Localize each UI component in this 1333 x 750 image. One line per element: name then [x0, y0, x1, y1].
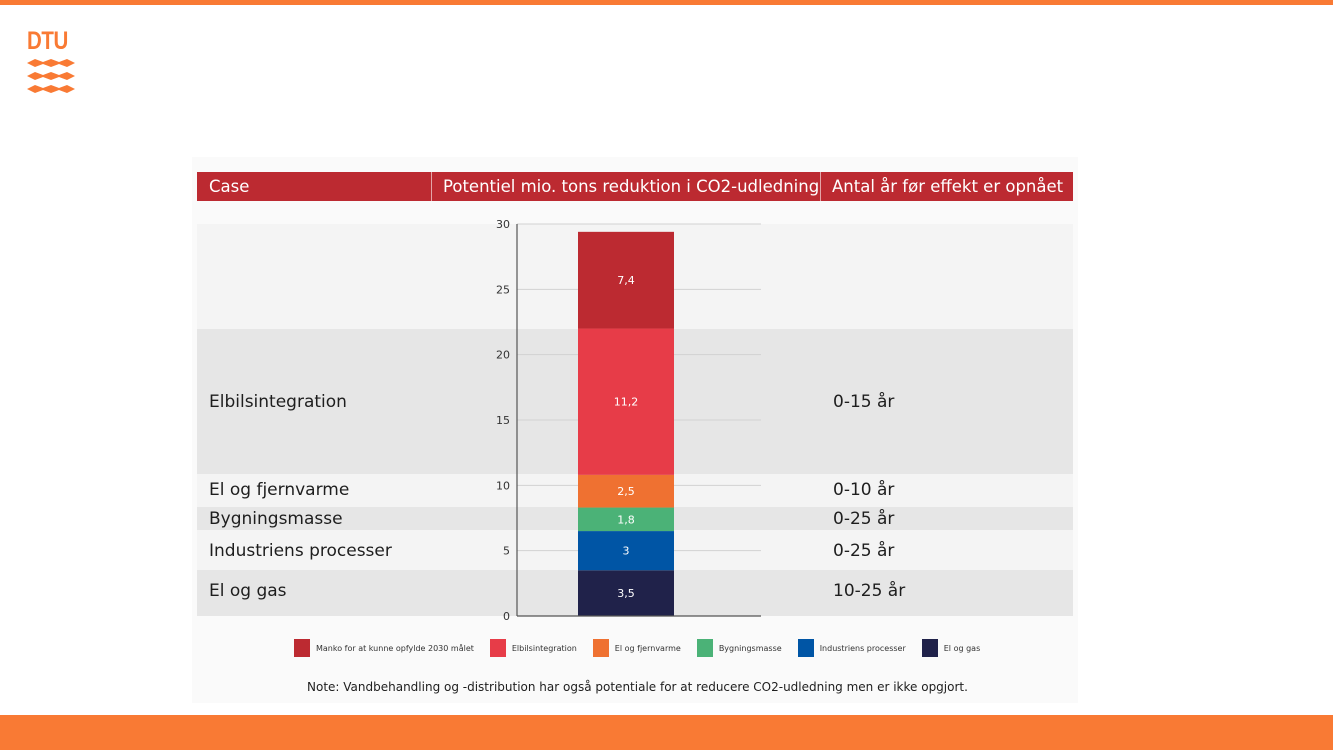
case-label: Industriens processer — [209, 541, 392, 561]
dtu-waves-icon — [27, 59, 75, 93]
case-label: El og gas — [209, 581, 287, 601]
legend-label: Manko for at kunne opfylde 2030 målet — [316, 643, 474, 653]
logo-text: DTU — [27, 27, 68, 55]
legend-item: El og fjernvarme — [592, 639, 681, 657]
legend-item: Manko for at kunne opfylde 2030 målet — [294, 639, 474, 657]
header-case: Case — [209, 177, 250, 196]
legend-item: Elbilsintegration — [489, 639, 577, 657]
years-label: 0-25 år — [833, 541, 895, 561]
legend-label: Bygningsmasse — [718, 643, 782, 653]
chart-legend: Manko for at kunne opfylde 2030 målet Elb… — [294, 639, 996, 657]
years-label: 0-15 år — [833, 392, 895, 412]
y-tick-label: 10 — [496, 479, 510, 492]
header-divider — [820, 172, 821, 201]
legend-swatch — [797, 639, 814, 657]
case-label: Bygningsmasse — [209, 509, 343, 529]
legend-swatch — [489, 639, 506, 657]
legend-label: Elbilsintegration — [511, 643, 577, 653]
y-tick-label: 25 — [496, 283, 510, 296]
top-accent-bar — [0, 0, 1333, 5]
footnote: Note: Vandbehandling og -distribution ha… — [307, 680, 968, 694]
years-label: 10-25 år — [833, 581, 906, 601]
y-tick-label: 5 — [503, 545, 510, 558]
bar-segment — [578, 328, 674, 475]
data-label: 7,4 — [617, 274, 635, 287]
y-tick-label: 0 — [503, 610, 510, 623]
data-label: 3 — [623, 545, 630, 558]
legend-label: El og gas — [943, 643, 981, 653]
header-years: Antal år før effekt er opnået — [832, 177, 1064, 196]
legend-label: Industriens processer — [819, 643, 906, 653]
bar-segment — [578, 474, 674, 508]
legend-swatch — [921, 639, 938, 657]
legend-label: El og fjernvarme — [614, 643, 681, 653]
y-tick-label: 15 — [496, 414, 510, 427]
legend-swatch — [294, 639, 310, 657]
header-potential: Potentiel mio. tons reduktion i CO2-udle… — [443, 177, 820, 196]
legend-item: El og gas — [921, 639, 981, 657]
legend-swatch — [696, 639, 713, 657]
bar-segment — [578, 570, 674, 616]
table-header: Case Potentiel mio. tons reduktion i CO2… — [197, 172, 1073, 201]
header-divider — [431, 172, 432, 201]
years-label: 0-10 år — [833, 480, 895, 500]
bar-segment — [578, 231, 674, 329]
dtu-logo: DTU — [27, 28, 75, 98]
case-label: Elbilsintegration — [209, 392, 347, 412]
bottom-accent-bar — [0, 715, 1333, 750]
bar-segment — [578, 531, 674, 571]
data-label: 11,2 — [614, 396, 639, 409]
y-tick-label: 20 — [496, 349, 510, 362]
case-label: El og fjernvarme — [209, 480, 350, 500]
bar-segment — [578, 507, 674, 532]
legend-item: Bygningsmasse — [696, 639, 782, 657]
legend-item: Industriens processer — [797, 639, 906, 657]
legend-swatch — [592, 639, 609, 657]
years-label: 0-25 år — [833, 509, 895, 529]
data-label: 2,5 — [617, 485, 635, 498]
data-label: 3,5 — [617, 587, 635, 600]
data-label: 1,8 — [617, 513, 635, 526]
y-tick-label: 30 — [496, 218, 510, 231]
